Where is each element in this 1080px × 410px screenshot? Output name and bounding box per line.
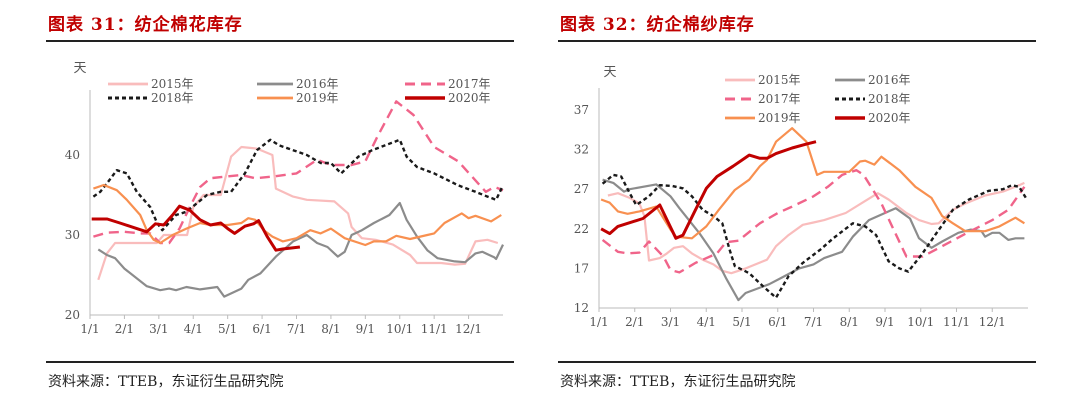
x-tick-label: 1/1 [589, 315, 608, 329]
legend-label: 2017年 [758, 92, 801, 106]
series-line-2019 [93, 183, 502, 247]
legend-label: 2020年 [448, 91, 491, 105]
y-tick-label: 32 [574, 143, 589, 157]
legend-label: 2019年 [296, 91, 339, 105]
series-line-2020 [600, 140, 817, 240]
series-line-2019 [600, 127, 1025, 240]
x-tick-label: 6/1 [768, 315, 787, 329]
x-tick-label: 12/1 [979, 315, 1006, 329]
footer-divider [46, 361, 514, 363]
chart-title: 图表 32：纺企棉纱库存 [560, 15, 755, 35]
series-line-2018 [601, 173, 1028, 299]
y-tick-label: 40 [65, 148, 80, 162]
x-tick-label: 5/1 [732, 315, 751, 329]
x-tick-label: 9/1 [356, 322, 375, 336]
source-note: 资料来源：TTEB，东证衍生品研究院 [560, 374, 796, 390]
legend-label: 2016年 [296, 77, 339, 91]
x-tick-label: 10/1 [907, 315, 934, 329]
y-tick-label: 30 [65, 228, 80, 242]
chart-cotton-inventory: 天 20 30 40 1/1 2/1 3/1 4/1 5/1 6/1 7/1 8/1 9/1 10/1 11… [65, 61, 505, 336]
x-tick-label: 2/1 [115, 322, 134, 336]
title-divider [46, 40, 514, 42]
panel-cotton-inventory: 图表 31：纺企棉花库存 天 20 30 40 1/1 2/1 3/1 4/1 5/1 6/1 7/… [46, 15, 514, 390]
series-line-2015 [607, 181, 1025, 275]
legend-label: 2016年 [868, 73, 911, 87]
legend-label: 2017年 [448, 77, 491, 91]
x-tick-label: 11/1 [421, 322, 448, 336]
x-tick-label: 3/1 [149, 322, 168, 336]
y-tick-label: 20 [65, 308, 80, 322]
x-tick-label: 7/1 [287, 322, 306, 336]
x-tick-label: 3/1 [661, 315, 680, 329]
x-tick-label: 9/1 [875, 315, 894, 329]
legend-label: 2015年 [758, 73, 801, 87]
y-tick-label: 27 [574, 182, 589, 196]
footer-divider [558, 361, 1036, 363]
y-axis-label: 天 [73, 61, 86, 76]
legend-label: 2018年 [151, 91, 194, 105]
series-line-2018 [92, 138, 505, 232]
y-tick-label: 22 [574, 222, 589, 236]
x-tick-label: 6/1 [252, 322, 271, 336]
legend-label: 2015年 [151, 77, 194, 91]
y-axis-label: 天 [603, 65, 616, 80]
series-line-2017 [601, 169, 1026, 274]
x-tick-label: 11/1 [943, 315, 970, 329]
panel-yarn-inventory: 图表 32：纺企棉纱库存 天 12 17 22 27 32 37 1/1 2/1 3/1 4/1 5/… [540, 0, 1080, 410]
x-tick-label: 1/1 [80, 322, 99, 336]
y-tick-label: 37 [574, 103, 589, 117]
series-line-2020 [91, 204, 301, 252]
x-tick-label: 4/1 [184, 322, 203, 336]
source-note: 资料来源：TTEB，东证衍生品研究院 [48, 374, 284, 390]
x-tick-label: 10/1 [386, 322, 413, 336]
x-tick-label: 12/1 [455, 322, 482, 336]
chart-yarn-inventory: 天 12 17 22 27 32 37 1/1 2/1 3/1 4/1 5/1 6/1 7/1 8/1 9/1… [574, 65, 1028, 329]
y-tick-label: 17 [574, 261, 589, 275]
x-tick-label: 8/1 [321, 322, 340, 336]
x-tick-label: 4/1 [697, 315, 716, 329]
series-line-2016 [97, 201, 504, 298]
x-tick-label: 5/1 [218, 322, 237, 336]
series-line-2017 [93, 100, 504, 245]
legend-label: 2020年 [868, 111, 911, 125]
legend-label: 2018年 [868, 92, 911, 106]
series-line-2016 [602, 178, 1025, 302]
series-line-2015 [97, 145, 499, 281]
y-tick-label: 12 [574, 301, 589, 315]
x-tick-label: 8/1 [840, 315, 859, 329]
title-divider [558, 40, 1036, 42]
legend-label: 2019年 [758, 111, 801, 125]
x-tick-label: 7/1 [804, 315, 823, 329]
x-tick-label: 2/1 [625, 315, 644, 329]
chart-title: 图表 31：纺企棉花库存 [48, 15, 243, 35]
